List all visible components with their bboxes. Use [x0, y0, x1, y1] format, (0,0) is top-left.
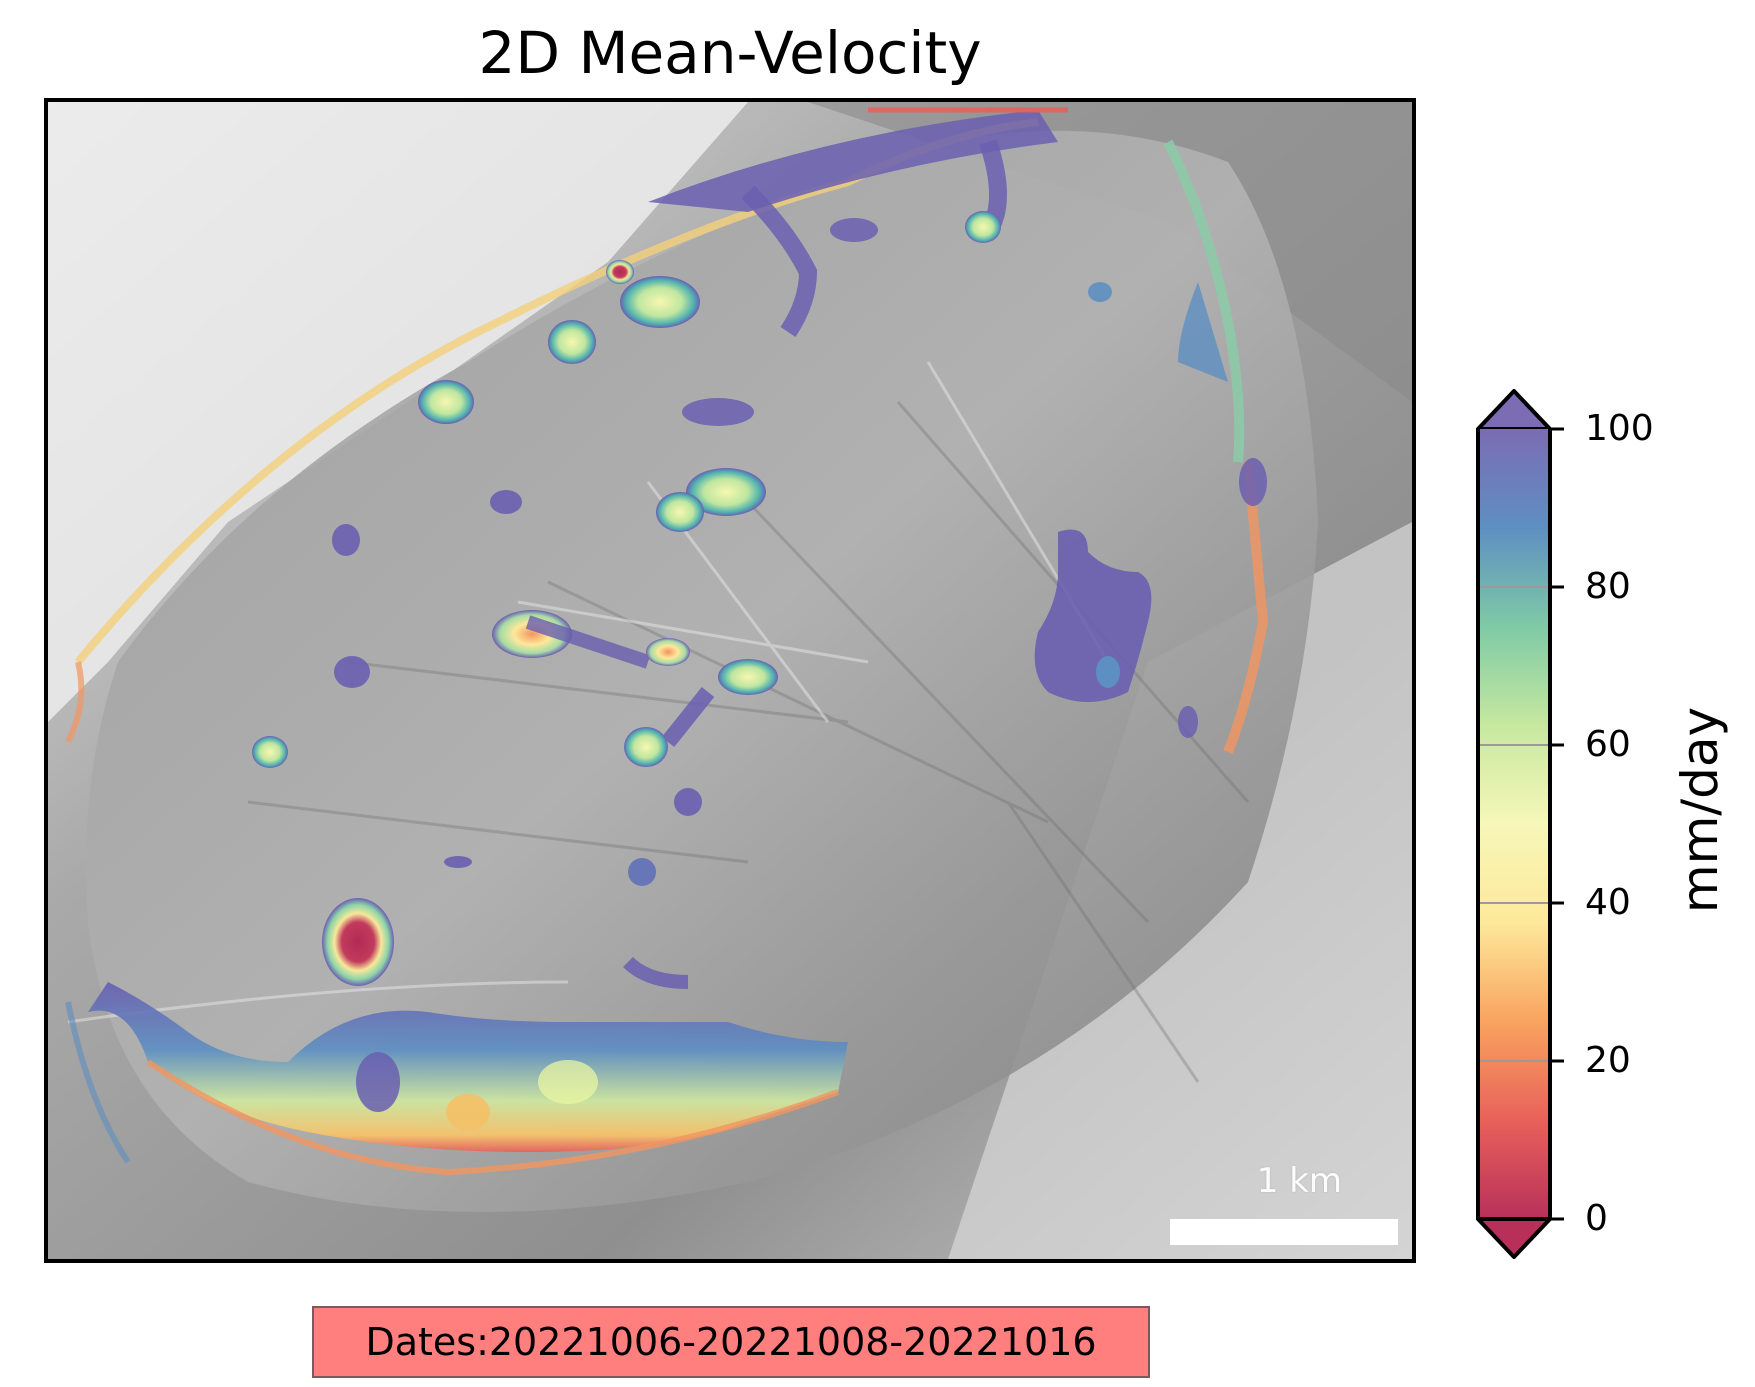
colorbar-tick-40: 40: [1585, 882, 1631, 923]
colorbar-graphic: [1476, 389, 1564, 1259]
scale-bar-label: 1 km: [1256, 1161, 1342, 1201]
colorbar: [1476, 385, 1564, 1265]
scale-bar: [1170, 1219, 1398, 1245]
colorbar-tick-0: 0: [1585, 1198, 1608, 1239]
colorbar-tick-100: 100: [1585, 408, 1654, 449]
colorbar-tick-20: 20: [1585, 1040, 1631, 1081]
colorbar-unit-label: mm/day: [1671, 706, 1729, 914]
colorbar-tick-80: 80: [1585, 566, 1631, 607]
colorbar-tick-60: 60: [1585, 724, 1631, 765]
map-title: 2D Mean-Velocity: [478, 19, 982, 87]
velocity-map: 1 km: [44, 98, 1416, 1263]
hillshade-velocity-overlay: [48, 102, 1412, 1259]
dates-label: Dates:20221006-20221008-20221016: [312, 1306, 1150, 1378]
